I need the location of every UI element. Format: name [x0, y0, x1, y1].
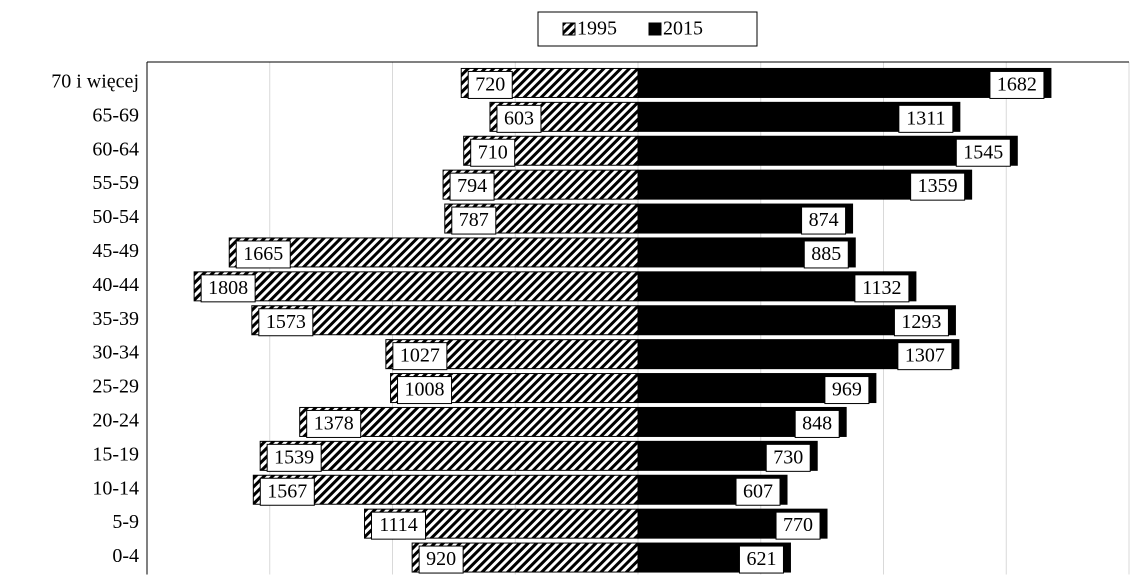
value-label-box — [898, 104, 954, 133]
value-label-box — [794, 409, 840, 438]
value-label-box — [803, 240, 849, 269]
bar — [193, 271, 639, 302]
y-tick-label: 25-29 — [92, 376, 139, 398]
value-label-box — [496, 104, 542, 133]
value-label: 730 — [773, 446, 803, 468]
value-label: 603 — [504, 107, 534, 129]
value-label-box — [258, 308, 314, 337]
value-label-box — [824, 376, 870, 405]
legend-label: 2015 — [663, 18, 703, 40]
value-label: 1665 — [243, 243, 283, 265]
y-tick-label: 40-44 — [92, 274, 139, 296]
legend-swatch — [562, 22, 576, 36]
value-label-box — [775, 511, 821, 540]
value-label-box — [235, 240, 291, 269]
value-label-box — [467, 70, 513, 99]
value-label-box — [893, 308, 949, 337]
bar — [252, 474, 639, 505]
value-label-box — [371, 511, 427, 540]
value-label-box — [306, 409, 362, 438]
y-tick-label: 65-69 — [92, 104, 139, 126]
value-label: 794 — [457, 175, 487, 197]
value-label: 1682 — [997, 74, 1037, 96]
value-label: 1311 — [906, 107, 945, 129]
value-label: 1132 — [862, 277, 901, 299]
value-label: 770 — [783, 514, 813, 536]
value-label: 1573 — [266, 311, 306, 333]
value-label: 607 — [743, 480, 773, 502]
y-tick-label: 45-49 — [92, 240, 139, 262]
value-label-box — [451, 206, 497, 235]
bar — [228, 237, 639, 268]
value-label: 920 — [426, 548, 456, 570]
value-label: 720 — [475, 74, 505, 96]
value-label-box — [801, 206, 847, 235]
bar — [637, 67, 1052, 98]
legend-label: 1995 — [577, 18, 617, 40]
value-label: 1008 — [405, 379, 445, 401]
y-tick-label: 0-4 — [112, 545, 139, 567]
y-tick-label: 15-19 — [92, 443, 139, 465]
y-tick-label: 60-64 — [92, 138, 139, 160]
y-tick-label: 5-9 — [112, 511, 139, 533]
y-tick-label: 30-34 — [92, 342, 139, 364]
value-label: 1359 — [918, 175, 958, 197]
value-label: 1545 — [963, 141, 1003, 163]
legend: 1995 2015 — [537, 11, 758, 47]
value-label-box — [735, 477, 781, 506]
value-label: 1307 — [905, 345, 945, 367]
y-tick-label: 55-59 — [92, 172, 139, 194]
value-label: 787 — [459, 209, 489, 231]
value-label: 969 — [832, 379, 862, 401]
value-label-box — [897, 342, 953, 371]
value-label: 1027 — [400, 345, 440, 367]
bar — [637, 135, 1018, 166]
y-tick-label: 70 i więcej — [51, 71, 139, 93]
legend-swatch — [648, 22, 662, 36]
value-label-box — [259, 477, 315, 506]
value-label: 1539 — [274, 446, 314, 468]
value-label: 621 — [746, 548, 776, 570]
value-label-box — [738, 545, 784, 574]
value-label-box — [470, 138, 516, 167]
bar — [251, 305, 639, 336]
value-label-box — [266, 443, 322, 472]
value-label-box — [910, 172, 966, 201]
value-label: 710 — [478, 141, 508, 163]
value-label-box — [449, 172, 495, 201]
value-label: 1378 — [314, 413, 354, 435]
value-label-box — [418, 545, 464, 574]
y-tick-label: 20-24 — [92, 410, 139, 432]
value-label: 885 — [811, 243, 841, 265]
value-label: 848 — [802, 413, 832, 435]
value-label-box — [989, 70, 1045, 99]
value-label: 1293 — [901, 311, 941, 333]
value-label: 874 — [809, 209, 839, 231]
y-tick-label: 10-14 — [92, 477, 139, 499]
y-tick-label: 50-54 — [92, 206, 139, 228]
value-label-box — [854, 274, 910, 303]
value-label-box — [397, 376, 453, 405]
value-label: 1567 — [267, 480, 307, 502]
value-label-box — [955, 138, 1011, 167]
y-tick-label: 35-39 — [92, 308, 139, 330]
bar — [259, 440, 639, 471]
value-label: 1808 — [208, 277, 248, 299]
value-label-box — [765, 443, 811, 472]
value-label: 1114 — [379, 514, 418, 536]
value-label-box — [200, 274, 256, 303]
value-label-box — [392, 342, 448, 371]
